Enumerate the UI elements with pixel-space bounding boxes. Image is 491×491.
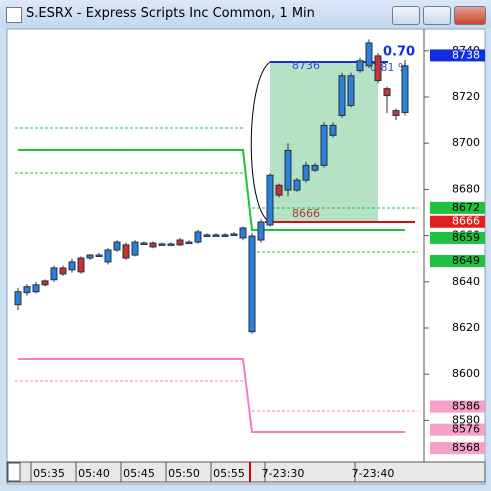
candle-body (248, 235, 256, 333)
y-tick-label: 8580 (452, 413, 480, 426)
candle-body (239, 227, 247, 239)
window-title: S.ESRX - Express Scripts Inc Common, 1 M… (26, 6, 315, 21)
candle-body (338, 75, 346, 116)
x-axis-band (6, 461, 486, 483)
candle-body (356, 60, 364, 72)
y-tick-label: 8680 (452, 182, 480, 195)
candle-body (41, 280, 49, 286)
measure-ellipse (250, 61, 271, 223)
price-tag-label: 8672 (452, 201, 480, 214)
candle-body (383, 88, 391, 97)
candle-body (176, 239, 184, 246)
price-tag (430, 49, 485, 62)
price-tag (430, 231, 485, 244)
title-bar: S.ESRX - Express Scripts Inc Common, 1 M… (0, 0, 491, 28)
x-tick-label: 05:50 (168, 467, 200, 480)
candle-body (347, 75, 355, 107)
candle-body (86, 254, 94, 259)
maximize-button[interactable] (423, 6, 451, 25)
candle-body (122, 244, 130, 259)
candle-body (320, 124, 328, 166)
price-tag (430, 423, 485, 436)
candle-body (266, 174, 274, 226)
candle-body (68, 261, 76, 271)
candle-body (158, 243, 166, 246)
candle-body (329, 124, 337, 136)
candle-body (365, 42, 373, 67)
x-tick-label: 05:55 (213, 467, 245, 480)
price-tag (430, 201, 485, 214)
y-tick-label: 8600 (452, 367, 480, 380)
candle-body (32, 284, 40, 293)
candle-body (257, 221, 265, 241)
scroll-box[interactable] (7, 462, 21, 482)
candle-body (50, 267, 58, 281)
candle-body (149, 242, 157, 248)
y-tick-label: 8620 (452, 321, 480, 334)
candle-body (185, 241, 193, 245)
price-tag (430, 442, 485, 455)
band-low-line (18, 358, 405, 433)
candle-body (59, 267, 67, 275)
minimize-button[interactable] (392, 6, 420, 25)
candle-body (95, 254, 103, 258)
candle-body (311, 164, 319, 171)
price-tag-label: 8738 (452, 48, 480, 61)
candle-body (221, 234, 229, 237)
x-tick-label: 05:40 (78, 467, 110, 480)
price-tag-label: 8586 (452, 400, 480, 413)
price-tag-label: 8568 (452, 441, 480, 454)
x-tick-label: 05:45 (123, 467, 155, 480)
app-icon (6, 7, 22, 23)
candle-body (212, 234, 220, 237)
candle-body (14, 291, 22, 306)
annotation: 8736 (292, 59, 320, 72)
candle-body (293, 179, 301, 191)
price-tag-label: 8666 (452, 215, 480, 228)
price-tag (430, 255, 485, 268)
candle-body (167, 243, 175, 246)
y-tick-label: 8700 (452, 136, 480, 149)
candle-body (284, 149, 292, 191)
candle-body (392, 110, 400, 116)
band-mid-line (18, 149, 405, 231)
price-tag-label: 8649 (452, 254, 480, 267)
candle-body (302, 164, 310, 181)
candle-body (374, 55, 382, 82)
price-tag (430, 215, 485, 228)
annotation: 8666 (292, 207, 320, 220)
candle-body (131, 241, 139, 256)
close-button[interactable] (454, 6, 486, 25)
candle-body (104, 249, 112, 263)
candle-body (113, 241, 121, 251)
price-tag (430, 400, 485, 413)
price-tag-label: 8576 (452, 423, 480, 436)
chart-frame (6, 28, 486, 485)
candle-body (194, 231, 202, 243)
x-tick-label: 05:35 (33, 467, 65, 480)
candle-body (140, 242, 148, 245)
candle-body (401, 65, 409, 113)
candle-body (230, 233, 238, 236)
candle-body (77, 257, 85, 273)
candle-body (203, 234, 211, 237)
x-tick-label: 7-23:40 (352, 467, 395, 480)
annotation: 0.70 (383, 45, 415, 60)
x-tick-label: 7-23:30 (262, 467, 305, 480)
candle-body (23, 286, 31, 294)
candle-body (275, 184, 283, 196)
y-tick-label: 8640 (452, 275, 480, 288)
price-tag-label: 8659 (452, 231, 480, 244)
y-tick-label: 8720 (452, 90, 480, 103)
